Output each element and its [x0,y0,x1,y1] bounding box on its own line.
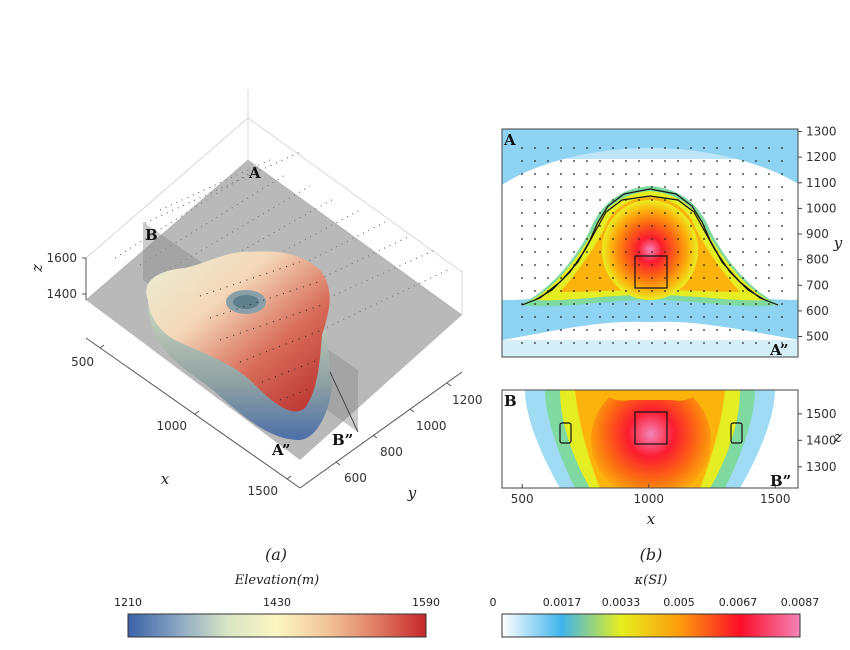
top-y-tick-label: 1000 [806,201,837,215]
top-y-tick-label: 1300 [806,125,837,139]
z-tick-1400: 1400 [46,287,77,301]
bottom-y-tick-label: 1300 [806,460,837,474]
susceptibility-colorbar: κ(SI) 0 0.0017 0.0033 0.005 0.0067 0.008… [490,573,820,638]
top-y-axis-label: y [833,234,843,252]
elevation-colorbar-bar [127,613,427,638]
x-axis-line [85,337,301,489]
panel-label-a: (a) [265,545,287,564]
source-block-top [634,255,668,289]
elevation-tick-max: 1590 [412,596,440,609]
bottom-x-tick-label: 500 [511,492,534,506]
y-tick-600: 600 [344,471,367,485]
x-axis-ticks [99,344,292,480]
kappa-tick-3: 0.005 [663,596,695,609]
heatmap-bottom-frame [501,389,799,489]
source-block-bottom [634,411,668,445]
kappa-tick-2: 0.0033 [602,596,641,609]
surface-top [146,251,330,412]
top-y-tick-label: 700 [806,278,829,292]
bottom-x-tick-label: 1500 [760,492,791,506]
surface-sensor-dots [199,261,323,401]
section-label-b2: B” [332,431,353,449]
bottom-y-axis-label: z [833,428,842,446]
bottom-x-ticks: 500 1000 1500 [511,484,791,506]
source-block-right [730,422,743,444]
y-axis-label: y [407,484,417,502]
bottom-x-tick-label: 1000 [633,492,664,506]
top-y-tick-label: 800 [806,253,829,267]
y-axis-line [299,371,463,489]
section-label-a2: A” [271,441,291,459]
kappa-tick-1: 0.0017 [543,596,582,609]
susceptibility-colorbar-bar [501,613,801,638]
bottom-corner-b2: B” [770,472,791,490]
surface-depression-core [233,295,259,309]
panel-label-b: (b) [640,545,663,564]
z-tick-1600: 1600 [46,251,77,265]
bottom-x-axis-label: x [647,510,656,528]
top-corner-a2: A” [769,341,789,359]
x-tick-1500: 1500 [247,484,278,498]
bottom-y-tick-label: 1500 [806,407,837,421]
elevation-colorbar-title: Elevation(m) [234,573,320,588]
top-y-tick-label: 1100 [806,176,837,190]
heatmap-bottom: 1300 1400 1500 500 1000 1500 z x B B” (b) [501,389,842,564]
top-y-tick-label: 900 [806,227,829,241]
source-block-left [559,422,572,444]
top-y-ticks: 500 600 700 800 900 1000 1100 1200 1300 [798,125,837,344]
bottom-y-ticks: 1300 1400 1500 [798,407,837,474]
heatmap-top-frame [501,128,799,358]
section-label-b: B [145,226,158,244]
x-tick-1000: 1000 [156,419,187,433]
x-axis-label: x [161,470,170,488]
elevation-colorbar: Elevation(m) 1210 1430 1590 [114,573,440,638]
bottom-corner-b: B [504,392,517,410]
y-tick-1200: 1200 [452,393,483,407]
y-axis-ticks [335,382,452,466]
top-y-tick-label: 500 [806,330,829,344]
y-tick-1000: 1000 [416,419,447,433]
section-label-a: A [248,164,261,182]
heatmap-top: 500 600 700 800 900 1000 1100 1200 1300 y A A” [501,125,843,359]
kappa-tick-0: 0 [490,596,497,609]
y-tick-800: 800 [380,445,403,459]
station-dots-top [521,147,783,344]
z-axis-label: z [28,264,46,273]
elevation-tick-min: 1210 [114,596,142,609]
surface-3d-plot: 1600 1400 z 500 1000 1500 x 600 800 1000… [28,90,483,564]
kappa-tick-5: 0.0087 [781,596,820,609]
elevation-tick-mid: 1430 [263,596,291,609]
x-tick-500: 500 [71,355,94,369]
susceptibility-colorbar-title: κ(SI) [634,573,668,588]
kappa-tick-4: 0.0067 [719,596,758,609]
top-y-tick-label: 600 [806,304,829,318]
top-y-tick-label: 1200 [806,150,837,164]
top-corner-a: A [503,131,516,149]
bottom-y-tick-label: 1400 [806,433,837,447]
contour-inner [534,195,766,301]
